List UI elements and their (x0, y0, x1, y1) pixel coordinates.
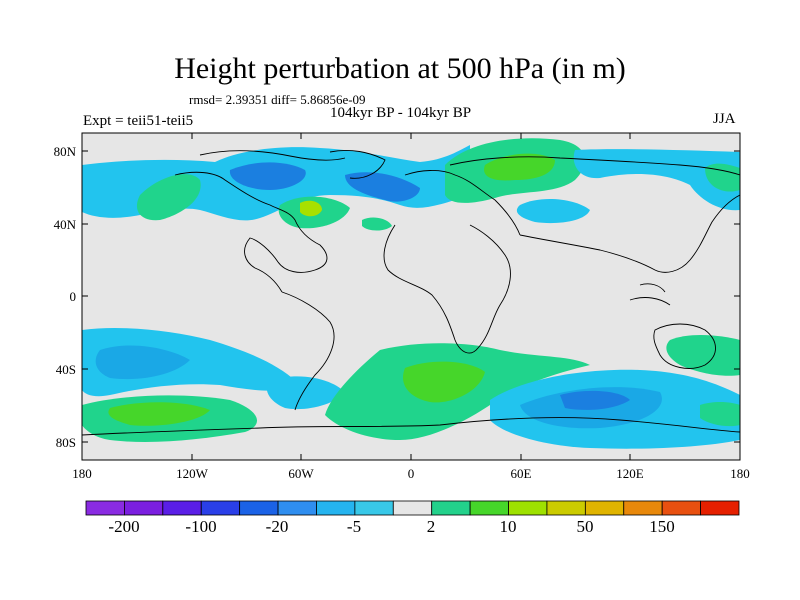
contour-blue-dark-indian (560, 390, 630, 410)
colorbar-label: 150 (649, 517, 675, 536)
lon-label: 180 (72, 466, 92, 481)
lon-label: 120E (616, 466, 644, 481)
lon-label: 60W (288, 466, 314, 481)
coast-greenland (329, 149, 386, 179)
period-label: 104kyr BP - 104kyr BP (330, 105, 472, 121)
colorbar-swatch (546, 500, 586, 516)
contour-green-bright-eurasia (484, 153, 555, 181)
contour-green-australia (666, 335, 740, 376)
contour-blue-sp-west (82, 328, 300, 397)
contour-green-sp-east (700, 401, 740, 427)
colorbar-swatch (316, 500, 356, 516)
colorbar-label: -100 (185, 517, 216, 536)
colorbar-swatch (392, 500, 433, 516)
colorbar-swatch (124, 500, 164, 516)
contour-blue-mid-sp (95, 345, 190, 380)
lon-label: 0 (408, 466, 415, 481)
colorbar-swatch (469, 500, 509, 516)
contour-green-atlantic (362, 217, 392, 231)
lon-label: 120W (176, 466, 209, 481)
experiment-label: Expt = teii51-teii5 (83, 113, 194, 129)
coast-arctic-canada (199, 150, 346, 161)
contour-blue-eastasia (573, 149, 740, 211)
season-label: JJA (713, 111, 736, 127)
colorbar-swatch (508, 500, 548, 516)
colorbar-label: 50 (577, 517, 594, 536)
colorbar-swatch (200, 500, 241, 516)
chart-title: Height perturbation at 500 hPa (in m) (174, 52, 626, 85)
colorbar-swatch (239, 500, 279, 516)
coast-north-america (174, 171, 328, 293)
contour-green-bright-sp (108, 402, 210, 426)
colorbar-swatch (354, 500, 394, 516)
contour-blue-patagonia (266, 376, 345, 410)
lat-label: 40N (54, 217, 77, 232)
contour-green-bright-satl (402, 361, 485, 403)
colorbar-label: -5 (347, 517, 361, 536)
colorbar-swatch (85, 500, 125, 516)
stats-label: rmsd= 2.39351 diff= 5.86856e-09 (189, 92, 366, 107)
colorbar-swatch (431, 500, 471, 516)
colorbar-label: -20 (266, 517, 289, 536)
colorbar (85, 500, 740, 516)
lat-ticks (82, 150, 740, 443)
colorbar-label: -200 (108, 517, 139, 536)
coast-asia (519, 194, 740, 273)
colorbar-swatch (162, 500, 202, 516)
colorbar-labels: -200 -100 -20 -5 2 10 50 150 (108, 517, 674, 536)
coast-australia (653, 323, 716, 369)
coast-europe (404, 170, 521, 236)
colorbar-swatch (277, 500, 317, 516)
contour-blue-dark-atlantic (345, 172, 420, 202)
lat-label: 40S (56, 362, 76, 377)
contour-blue-dark-north (229, 162, 306, 190)
coast-africa (383, 224, 511, 354)
coast-antarctica (82, 417, 740, 436)
colorbar-swatch (661, 500, 701, 516)
contour-blue-central (516, 198, 590, 224)
colorbar-swatch (623, 500, 663, 516)
contour-yellowgreen-na (300, 200, 322, 217)
colorbar-label: 10 (500, 517, 517, 536)
lat-label: 0 (70, 289, 77, 304)
coast-south-america (281, 291, 335, 411)
colorbar-swatch (700, 500, 740, 516)
lon-label: 60E (511, 466, 532, 481)
coastlines (82, 149, 740, 436)
colorbar-swatch (584, 500, 625, 516)
lat-labels: 80N 40N 0 40S 80S (54, 144, 77, 450)
lat-label: 80S (56, 435, 76, 450)
coast-indonesia (629, 283, 671, 306)
colorbar-label: 2 (427, 517, 436, 536)
coast-arctic-eurasia (449, 156, 740, 176)
lat-label: 80N (54, 144, 77, 159)
contour-green-pacific (136, 174, 201, 221)
lon-label: 180 (730, 466, 750, 481)
lon-labels: 180 120W 60W 0 60E 120E 180 (72, 466, 750, 481)
contour-green-ne (705, 163, 740, 192)
lon-ticks (81, 133, 741, 460)
